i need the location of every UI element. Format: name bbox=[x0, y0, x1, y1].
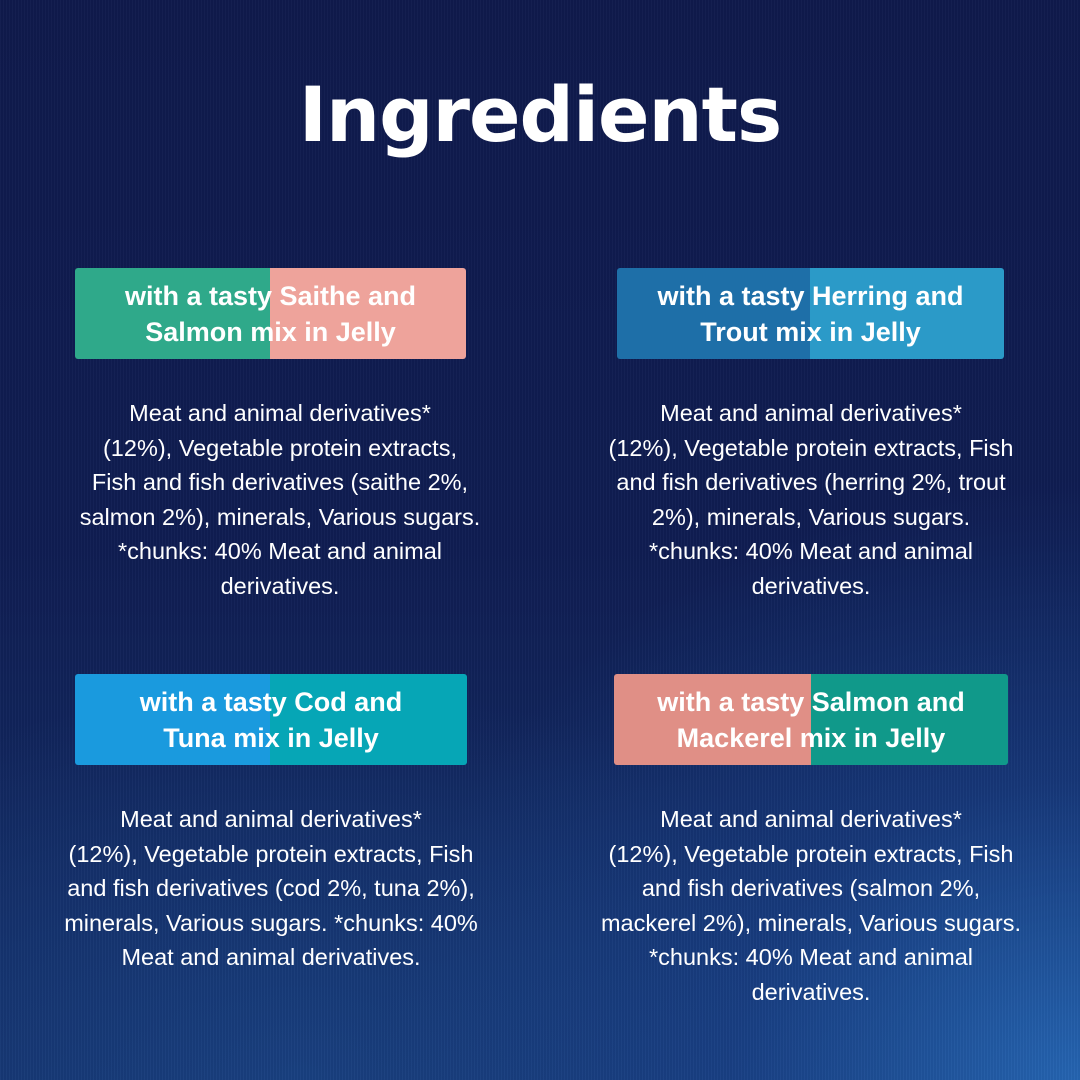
ingredients-text: Meat and animal derivatives* (12%), Veget… bbox=[11, 802, 531, 975]
banner-label: with a tasty Herring and Trout mix in Je… bbox=[657, 280, 964, 347]
banner-left-half bbox=[617, 268, 810, 359]
ingredients-line: salmon 2%), minerals, Various sugars. bbox=[79, 503, 481, 530]
banner-right-half bbox=[810, 268, 1004, 359]
ingredients-text: Meat and animal derivatives* (12%), Veget… bbox=[551, 802, 1071, 1009]
ingredients-text: Meat and animal derivatives* (12%), Veget… bbox=[551, 396, 1071, 603]
ingredients-line: Meat and animal derivatives* bbox=[120, 806, 422, 832]
ingredients-line: Meat and animal derivatives* bbox=[660, 400, 962, 426]
banner-label: with a tasty Salmon and Mackerel mix in … bbox=[657, 686, 965, 753]
banner-left-half bbox=[75, 268, 270, 359]
banner-left-half bbox=[75, 674, 270, 765]
page-title: Ingredients bbox=[298, 70, 782, 159]
ingredients-line: derivatives. bbox=[220, 572, 340, 599]
banner-cod-tuna: with a tasty Cod and Tuna mix in Jelly bbox=[75, 674, 467, 765]
banner-right-half bbox=[270, 674, 467, 765]
ingredients-line: (12%), Vegetable protein extracts, bbox=[102, 434, 457, 461]
ingredients-line: mackerel 2%), minerals, Various sugars. bbox=[600, 909, 1022, 936]
ingredients-line: *chunks: 40% Meat and animal bbox=[649, 538, 973, 564]
ingredients-line: derivatives. bbox=[751, 572, 871, 599]
ingredients-line: Meat and animal derivatives* bbox=[660, 806, 962, 832]
banner-label: with a tasty Cod and Tuna mix in Jelly bbox=[139, 686, 403, 753]
ingredients-line: (12%), Vegetable protein extracts, Fish bbox=[608, 434, 1014, 461]
banner-label: with a tasty Saithe and Salmon mix in Je… bbox=[124, 280, 417, 347]
ingredients-line: *chunks: 40% Meat and animal bbox=[118, 538, 442, 564]
banner-saithe-salmon: with a tasty Saithe and Salmon mix in Je… bbox=[75, 268, 466, 359]
ingredients-line: *chunks: 40% Meat and animal bbox=[649, 944, 973, 970]
ingredients-line: Meat and animal derivatives. bbox=[121, 944, 421, 970]
ingredients-line: minerals, Various sugars. *chunks: 40% bbox=[64, 909, 478, 936]
ingredients-line: derivatives. bbox=[751, 978, 871, 1005]
ingredients-line: (12%), Vegetable protein extracts, Fish bbox=[608, 840, 1014, 867]
ingredients-line: and fish derivatives (herring 2%, trout bbox=[616, 469, 1006, 495]
ingredients-line: 2%), minerals, Various sugars. bbox=[651, 503, 971, 530]
ingredients-line: (12%), Vegetable protein extracts, Fish bbox=[68, 840, 474, 867]
banner-right-half bbox=[811, 674, 1008, 765]
ingredients-line: and fish derivatives (salmon 2%, bbox=[641, 875, 981, 901]
banner-left-half bbox=[614, 674, 811, 765]
ingredients-line: and fish derivatives (cod 2%, tuna 2%), bbox=[67, 875, 475, 901]
banner-salmon-mackerel: with a tasty Salmon and Mackerel mix in … bbox=[614, 674, 1008, 765]
ingredients-line: Meat and animal derivatives* bbox=[129, 400, 431, 426]
banner-herring-trout: with a tasty Herring and Trout mix in Je… bbox=[617, 268, 1004, 359]
ingredients-line: Fish and fish derivatives (saithe 2%, bbox=[91, 469, 469, 495]
ingredients-text: Meat and animal derivatives* (12%), Veget… bbox=[20, 396, 540, 603]
banner-right-half bbox=[270, 268, 466, 359]
